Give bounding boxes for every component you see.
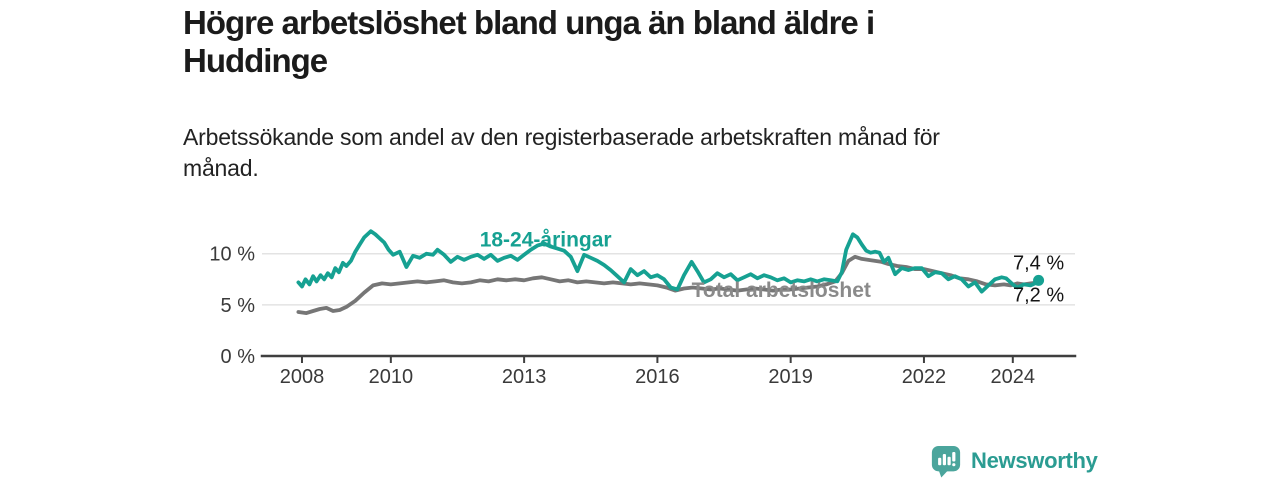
y-axis-tick-label: 10 %: [209, 244, 255, 266]
series-line-youth: [296, 229, 1041, 294]
y-axis-tick-label: 0 %: [221, 346, 256, 368]
line-chart: 0 % 5 % 10 % 2008 2010 2013 2016 2019 2022 2024 To…: [200, 210, 1100, 400]
newsworthy-wordmark: Newsworthy: [971, 448, 1098, 473]
end-value-label-youth: 7,4 %: [1013, 252, 1064, 274]
chart-subtitle: Arbetssökande som andel av den registerb…: [183, 122, 1043, 184]
title-line-2: Huddinge: [183, 42, 328, 79]
bar-chart-speech-bubble-icon: [931, 445, 961, 478]
series-label-total: Total arbetslöshet: [692, 279, 871, 302]
plot-svg: 0 % 5 % 10 % 2008 2010 2013 2016 2019 2022 2024 To…: [209, 229, 1077, 388]
x-axis-tick-label: 2022: [902, 366, 947, 388]
series-label-youth: 18-24-åringar: [480, 229, 612, 252]
x-axis-tick-label: 2010: [369, 366, 414, 388]
subtitle-line-2: månad.: [183, 155, 259, 181]
end-value-label-total: 7,2 %: [1013, 284, 1064, 306]
page-title: Högre arbetslöshet bland unga än bland ä…: [183, 4, 1043, 80]
x-axis-tick-label: 2016: [635, 366, 680, 388]
x-axis-tick-label: 2019: [768, 366, 813, 388]
title-line-1: Högre arbetslöshet bland unga än bland ä…: [183, 4, 875, 41]
x-axis-tick-label: 2024: [991, 366, 1035, 388]
newsworthy-logo[interactable]: Newsworthy: [930, 444, 1098, 478]
x-axis-tick-label: 2013: [502, 366, 547, 388]
y-axis-tick-label: 5 %: [221, 295, 256, 317]
series-end-dot-youth: [1033, 274, 1045, 286]
subtitle-line-1: Arbetssökande som andel av den registerb…: [183, 124, 940, 150]
x-axis-tick-label: 2008: [280, 366, 325, 388]
